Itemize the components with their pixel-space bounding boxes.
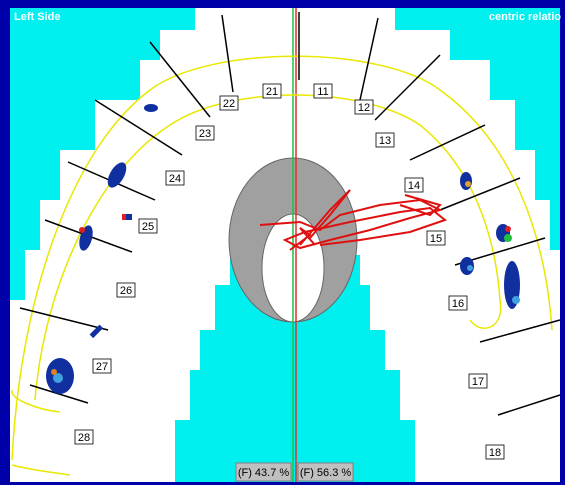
tooth-number: 21	[266, 86, 278, 98]
palate-area	[175, 255, 415, 482]
tooth-number: 23	[199, 128, 211, 140]
tooth-number: 13	[379, 135, 391, 147]
tooth-number: 14	[408, 180, 420, 192]
tooth-number: 16	[452, 298, 464, 310]
contacts	[46, 104, 520, 394]
arch-end	[11, 389, 71, 476]
tooth-box	[219, 95, 239, 111]
force-trajectory	[259, 189, 448, 251]
tooth-number: 17	[472, 376, 484, 388]
tooth-box	[116, 282, 136, 298]
tooth-number: 22	[223, 98, 235, 110]
tooth-number: 28	[78, 432, 90, 444]
tooth-box	[404, 177, 424, 193]
tooth-box	[74, 429, 94, 445]
tooth-box	[313, 83, 333, 99]
tooth-box	[485, 444, 505, 460]
tooth-box	[195, 125, 215, 141]
tooth-number: 26	[120, 285, 132, 297]
tooth-number: 18	[489, 447, 501, 459]
tooth-number: 11	[317, 86, 328, 98]
tooth-number: 24	[169, 173, 181, 185]
tooth-number: 25	[142, 221, 154, 233]
tooth-box	[426, 230, 446, 246]
tooth-box	[165, 170, 185, 186]
tooth-dividers	[19, 12, 561, 416]
force-percent: (F) 43.7 %	[238, 467, 290, 479]
tooth-number: 12	[358, 102, 370, 114]
side-label: Left Side	[14, 11, 60, 23]
force-box	[235, 462, 292, 482]
force-percent: (F) 56.3 %	[300, 467, 352, 479]
view-label: centric relatio	[489, 11, 561, 23]
tooth-box	[262, 83, 282, 99]
tooth-box	[468, 373, 488, 389]
tooth-number: 27	[96, 361, 108, 373]
tooth-box	[92, 358, 112, 374]
tooth-box	[448, 295, 468, 311]
force-box	[297, 462, 354, 482]
tooth-box	[138, 218, 158, 234]
arch-inner	[34, 94, 502, 401]
arch-outer	[11, 55, 553, 461]
tooth-box	[354, 99, 374, 115]
tooth-box	[375, 132, 395, 148]
tooth-number: 15	[430, 233, 442, 245]
